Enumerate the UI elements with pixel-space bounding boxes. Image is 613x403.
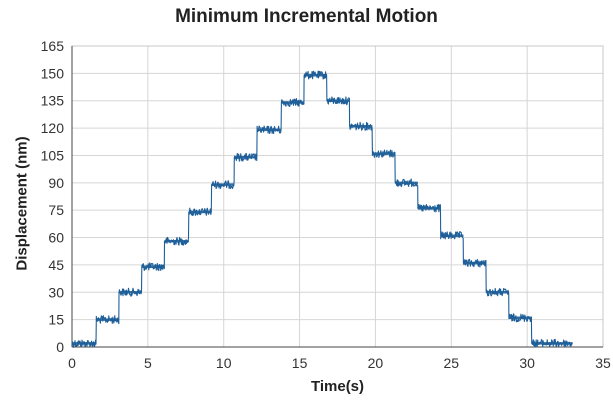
y-tick-label: 165: [41, 38, 65, 54]
chart-title: Minimum Incremental Motion: [175, 6, 438, 27]
y-tick-label: 90: [48, 175, 64, 191]
y-tick-label: 75: [48, 202, 64, 218]
y-tick-label: 30: [48, 284, 64, 300]
y-tick-label: 45: [48, 257, 64, 273]
x-tick-label: 5: [144, 355, 152, 371]
y-tick-label: 135: [41, 93, 65, 109]
x-tick-label: 35: [595, 355, 611, 371]
x-tick-label: 10: [216, 355, 232, 371]
x-tick-label: 25: [443, 355, 459, 371]
y-tick-label: 0: [56, 339, 64, 355]
y-tick-label: 150: [41, 65, 65, 81]
x-tick-label: 15: [292, 355, 308, 371]
displacement-series-line: [71, 70, 573, 348]
y-tick-label: 105: [41, 147, 65, 163]
plot-border: [71, 45, 604, 348]
x-tick-label: 20: [368, 355, 384, 371]
x-tick-label: 0: [68, 355, 76, 371]
y-tick-label: 15: [48, 312, 64, 328]
y-tick-label: 120: [41, 120, 65, 136]
x-tick-label: 30: [519, 355, 535, 371]
x-axis-label: Time(s): [310, 378, 365, 395]
y-tick-label: 60: [48, 230, 64, 246]
